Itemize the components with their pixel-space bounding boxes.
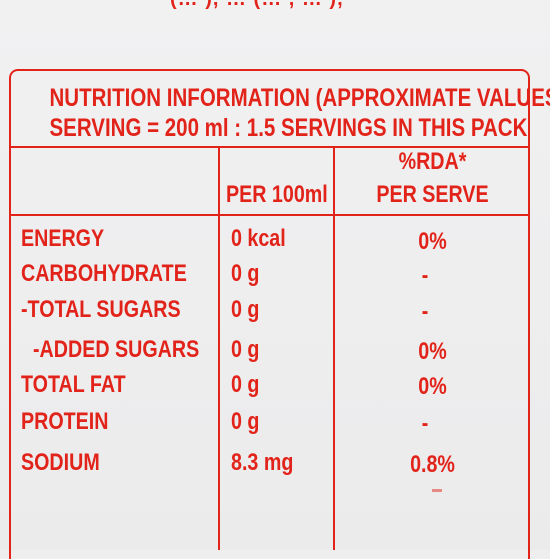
title: NUTRITION INFORMATION (APPROXIMATE VALUE… [49,84,550,112]
serving-info: SERVING = 200 ml : 1.5 SERVINGS IN THIS … [49,114,528,142]
col-rda-line1: %RDA* [398,148,467,175]
nutrient-total-sugars: -TOTAL SUGARS [21,296,181,323]
nutrient-energy: ENERGY [21,225,105,252]
value-added-sugars: 0 g [231,336,260,363]
rda-energy: 0% [418,228,447,255]
value-energy: 0 kcal [231,225,286,252]
column-header-divider [9,214,530,216]
nutrient-added-sugars: -ADDED SUGARS [33,336,200,363]
cutoff-mark [432,489,442,492]
cutoff-text: (… ), … (… , … ), [170,0,500,10]
value-total-sugars: 0 g [231,296,260,323]
nutrient-sodium: SODIUM [21,449,100,476]
value-protein: 0 g [231,408,260,435]
header-divider [9,146,530,148]
nutrition-table [9,69,530,559]
rda-carbohydrate: - [421,262,429,289]
nutrient-total-fat: TOTAL FAT [21,371,126,398]
col-rda-line2: PER SERVE [376,181,489,208]
rda-protein: - [421,410,429,437]
value-sodium: 8.3 mg [231,449,294,476]
column-divider-2 [333,146,335,550]
value-carbohydrate: 0 g [231,260,260,287]
column-divider-1 [218,146,220,550]
col-per-100ml: PER 100ml [226,181,328,208]
nutrient-carbohydrate: CARBOHYDRATE [21,260,187,287]
nutrient-protein: PROTEIN [21,408,109,435]
rda-sodium: 0.8% [410,451,455,478]
rda-added-sugars: 0% [418,338,447,365]
rda-total-sugars: - [421,298,429,325]
rda-total-fat: 0% [418,373,447,400]
value-total-fat: 0 g [231,371,260,398]
